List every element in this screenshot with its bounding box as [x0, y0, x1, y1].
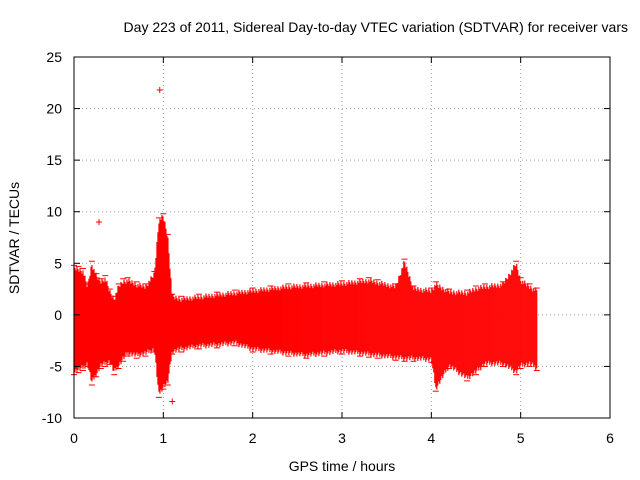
- outlier-point: [156, 87, 163, 94]
- y-tick-label: 10: [46, 204, 62, 220]
- y-tick-label: 15: [46, 152, 62, 168]
- outlier-point: [169, 398, 176, 405]
- y-tick-label: 25: [46, 49, 62, 65]
- y-tick-label: 5: [54, 255, 62, 271]
- x-ticks: 0 1 2 3 4 5 6: [70, 57, 614, 446]
- x-tick-label: 5: [517, 430, 525, 446]
- data-series: [71, 87, 540, 405]
- x-tick-label: 0: [70, 430, 78, 446]
- x-tick-label: 2: [249, 430, 257, 446]
- y-tick-label: -5: [50, 358, 63, 374]
- x-tick-label: 4: [427, 430, 435, 446]
- y-tick-label: 20: [46, 101, 62, 117]
- x-tick-label: 6: [606, 430, 614, 446]
- y-axis-label: SDTVAR / TECUs: [6, 182, 22, 294]
- chart-title: Day 223 of 2011, Sidereal Day-to-day VTE…: [124, 19, 628, 35]
- x-tick-label: 3: [338, 430, 346, 446]
- outlier-point: [96, 219, 103, 226]
- y-tick-label: -10: [42, 410, 62, 426]
- y-ticks: 25 20 15 10 5 0 -5 -10: [42, 49, 610, 426]
- grid-lines: [74, 57, 610, 418]
- x-tick-label: 1: [159, 430, 167, 446]
- y-tick-label: 0: [54, 307, 62, 323]
- x-axis-label: GPS time / hours: [289, 458, 396, 474]
